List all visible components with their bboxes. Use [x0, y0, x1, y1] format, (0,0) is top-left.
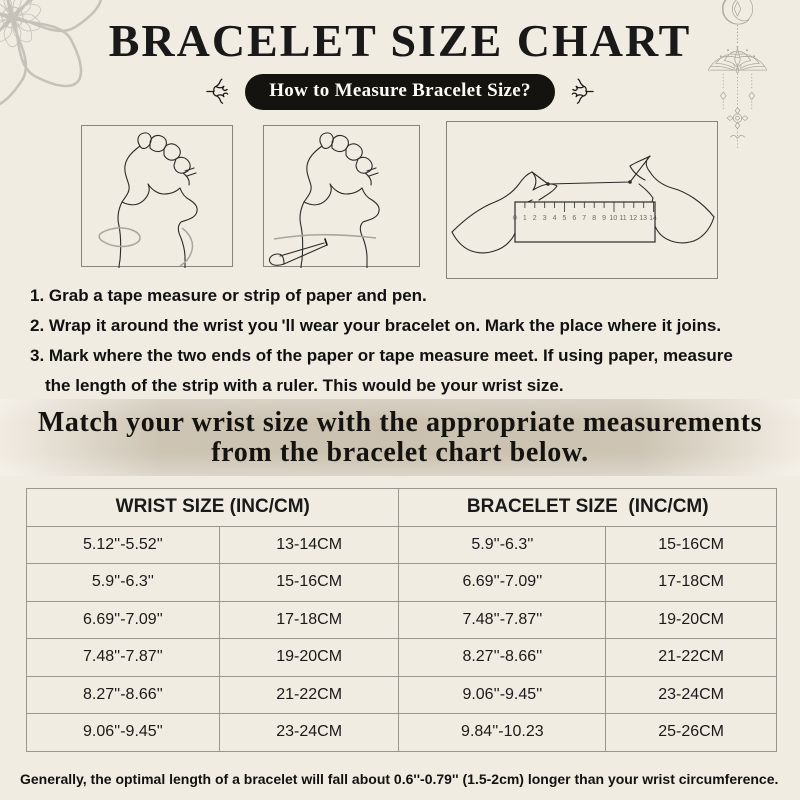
svg-text:13: 13 — [639, 215, 647, 222]
svg-text:3: 3 — [543, 215, 547, 222]
svg-text:2: 2 — [533, 215, 537, 222]
svg-text:7: 7 — [582, 215, 586, 222]
svg-text:9: 9 — [602, 215, 606, 222]
svg-text:5: 5 — [563, 215, 567, 222]
svg-text:14: 14 — [649, 215, 657, 222]
svg-text:8: 8 — [592, 215, 596, 222]
svg-text:10: 10 — [610, 215, 618, 222]
svg-text:12: 12 — [629, 215, 637, 222]
svg-text:6: 6 — [572, 215, 576, 222]
svg-text:1: 1 — [523, 215, 527, 222]
svg-text:4: 4 — [553, 215, 557, 222]
svg-text:11: 11 — [619, 215, 626, 222]
svg-text:0: 0 — [513, 215, 517, 222]
